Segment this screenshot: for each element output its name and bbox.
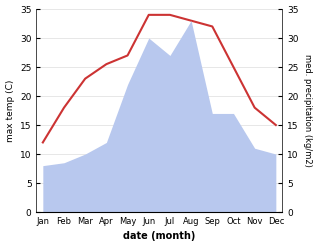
X-axis label: date (month): date (month) [123,231,196,242]
Y-axis label: med. precipitation (kg/m2): med. precipitation (kg/m2) [303,54,313,167]
Y-axis label: max temp (C): max temp (C) [5,79,15,142]
